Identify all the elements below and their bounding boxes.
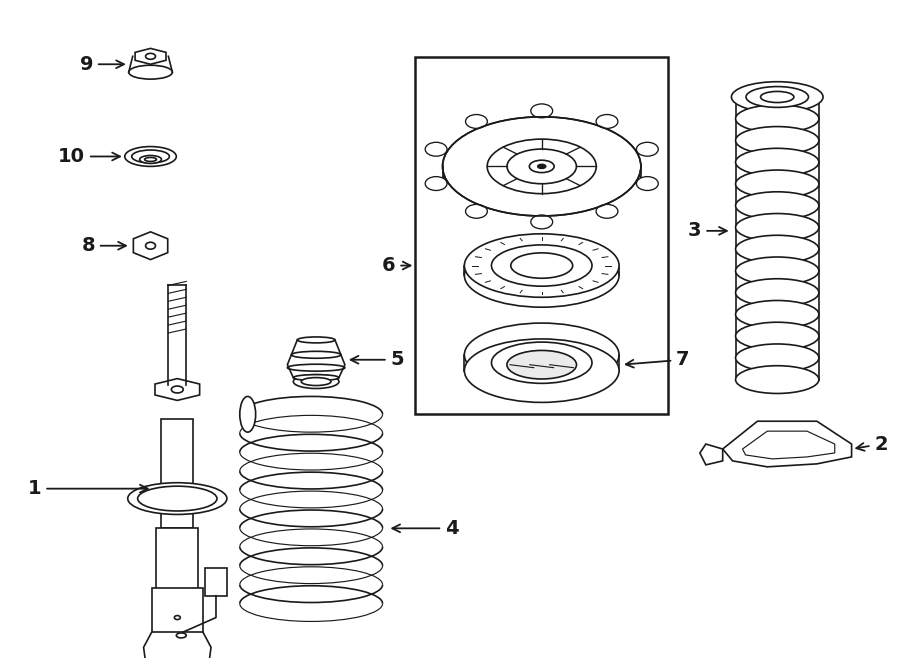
Ellipse shape bbox=[464, 234, 619, 297]
Ellipse shape bbox=[735, 344, 819, 371]
Ellipse shape bbox=[735, 322, 819, 350]
Text: 8: 8 bbox=[81, 236, 126, 255]
Text: 10: 10 bbox=[58, 147, 120, 166]
Ellipse shape bbox=[596, 204, 618, 218]
Bar bbox=[205, 568, 227, 596]
Ellipse shape bbox=[636, 142, 658, 156]
Ellipse shape bbox=[507, 149, 576, 184]
Ellipse shape bbox=[735, 126, 819, 154]
Polygon shape bbox=[723, 421, 851, 467]
Ellipse shape bbox=[735, 170, 819, 198]
Ellipse shape bbox=[465, 114, 488, 128]
Ellipse shape bbox=[464, 244, 619, 307]
Text: 5: 5 bbox=[351, 350, 404, 369]
Ellipse shape bbox=[129, 65, 173, 79]
Ellipse shape bbox=[171, 386, 184, 393]
Ellipse shape bbox=[293, 375, 339, 389]
Ellipse shape bbox=[531, 215, 553, 229]
Ellipse shape bbox=[732, 82, 823, 112]
Ellipse shape bbox=[511, 253, 572, 278]
Ellipse shape bbox=[239, 397, 256, 432]
Bar bbox=[161, 419, 194, 528]
Ellipse shape bbox=[175, 615, 180, 619]
Ellipse shape bbox=[735, 148, 819, 176]
Text: 9: 9 bbox=[79, 55, 124, 74]
Ellipse shape bbox=[735, 105, 819, 133]
Ellipse shape bbox=[746, 87, 808, 107]
Ellipse shape bbox=[146, 242, 156, 249]
Ellipse shape bbox=[287, 364, 345, 371]
Polygon shape bbox=[135, 48, 166, 64]
Ellipse shape bbox=[529, 160, 554, 173]
Ellipse shape bbox=[735, 301, 819, 329]
Ellipse shape bbox=[735, 279, 819, 307]
Ellipse shape bbox=[491, 342, 592, 383]
Ellipse shape bbox=[735, 257, 819, 285]
Ellipse shape bbox=[293, 375, 339, 381]
Ellipse shape bbox=[443, 163, 641, 193]
Ellipse shape bbox=[425, 142, 447, 156]
Ellipse shape bbox=[128, 483, 227, 514]
Bar bbox=[157, 528, 198, 607]
Polygon shape bbox=[742, 431, 834, 459]
Ellipse shape bbox=[302, 377, 331, 385]
Polygon shape bbox=[155, 379, 200, 401]
Ellipse shape bbox=[531, 104, 553, 118]
Ellipse shape bbox=[443, 117, 641, 216]
Polygon shape bbox=[133, 232, 167, 260]
Ellipse shape bbox=[138, 486, 217, 511]
Polygon shape bbox=[700, 444, 723, 465]
Ellipse shape bbox=[735, 192, 819, 219]
Ellipse shape bbox=[464, 339, 619, 403]
Ellipse shape bbox=[735, 366, 819, 393]
Ellipse shape bbox=[735, 214, 819, 241]
Ellipse shape bbox=[297, 337, 335, 343]
Text: 3: 3 bbox=[688, 221, 727, 241]
Ellipse shape bbox=[636, 176, 658, 190]
Text: 1: 1 bbox=[28, 479, 148, 498]
Ellipse shape bbox=[146, 54, 156, 59]
Ellipse shape bbox=[292, 352, 341, 358]
Ellipse shape bbox=[487, 139, 597, 194]
Ellipse shape bbox=[464, 323, 619, 387]
Ellipse shape bbox=[140, 155, 161, 163]
Ellipse shape bbox=[596, 114, 618, 128]
Ellipse shape bbox=[125, 147, 176, 167]
Ellipse shape bbox=[507, 350, 577, 379]
Bar bbox=[415, 58, 668, 414]
Ellipse shape bbox=[538, 165, 545, 169]
Ellipse shape bbox=[145, 157, 157, 161]
Ellipse shape bbox=[735, 235, 819, 263]
Text: 2: 2 bbox=[856, 434, 888, 453]
Bar bbox=[151, 588, 203, 633]
Ellipse shape bbox=[131, 150, 169, 163]
Ellipse shape bbox=[176, 633, 186, 638]
Text: 4: 4 bbox=[392, 519, 459, 538]
Text: 6: 6 bbox=[382, 256, 410, 275]
Ellipse shape bbox=[425, 176, 447, 190]
Ellipse shape bbox=[491, 245, 592, 286]
Ellipse shape bbox=[465, 204, 488, 218]
Ellipse shape bbox=[760, 91, 794, 102]
Text: 7: 7 bbox=[626, 350, 689, 369]
